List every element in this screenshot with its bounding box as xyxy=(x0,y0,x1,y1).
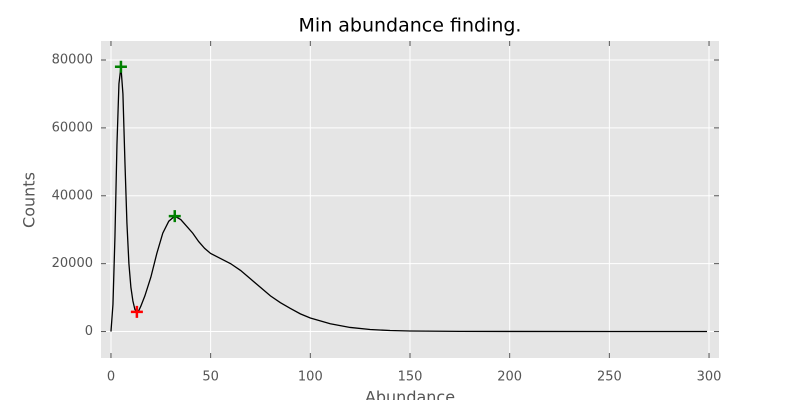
y-tick-label: 40000 xyxy=(52,188,93,203)
x-tick-label: 50 xyxy=(202,370,219,385)
x-tick-label: 300 xyxy=(697,370,722,385)
x-tick-label: 100 xyxy=(298,370,323,385)
x-tick-label: 250 xyxy=(597,370,622,385)
marker xyxy=(168,210,181,223)
y-tick-label: 0 xyxy=(85,324,93,339)
y-axis-label: Counts xyxy=(20,172,39,228)
y-tick-label: 20000 xyxy=(52,256,93,271)
marker xyxy=(114,60,127,73)
x-tick-label: 0 xyxy=(107,370,115,385)
data-line xyxy=(110,66,708,333)
x-tick-label: 200 xyxy=(497,370,522,385)
chart-title: Min abundance finding. xyxy=(299,15,522,37)
y-tick-label: 80000 xyxy=(52,53,93,68)
x-axis-label: Abundance xyxy=(365,388,455,400)
marker xyxy=(130,305,143,318)
x-tick-label: 150 xyxy=(398,370,423,385)
y-tick-label: 60000 xyxy=(52,120,93,135)
